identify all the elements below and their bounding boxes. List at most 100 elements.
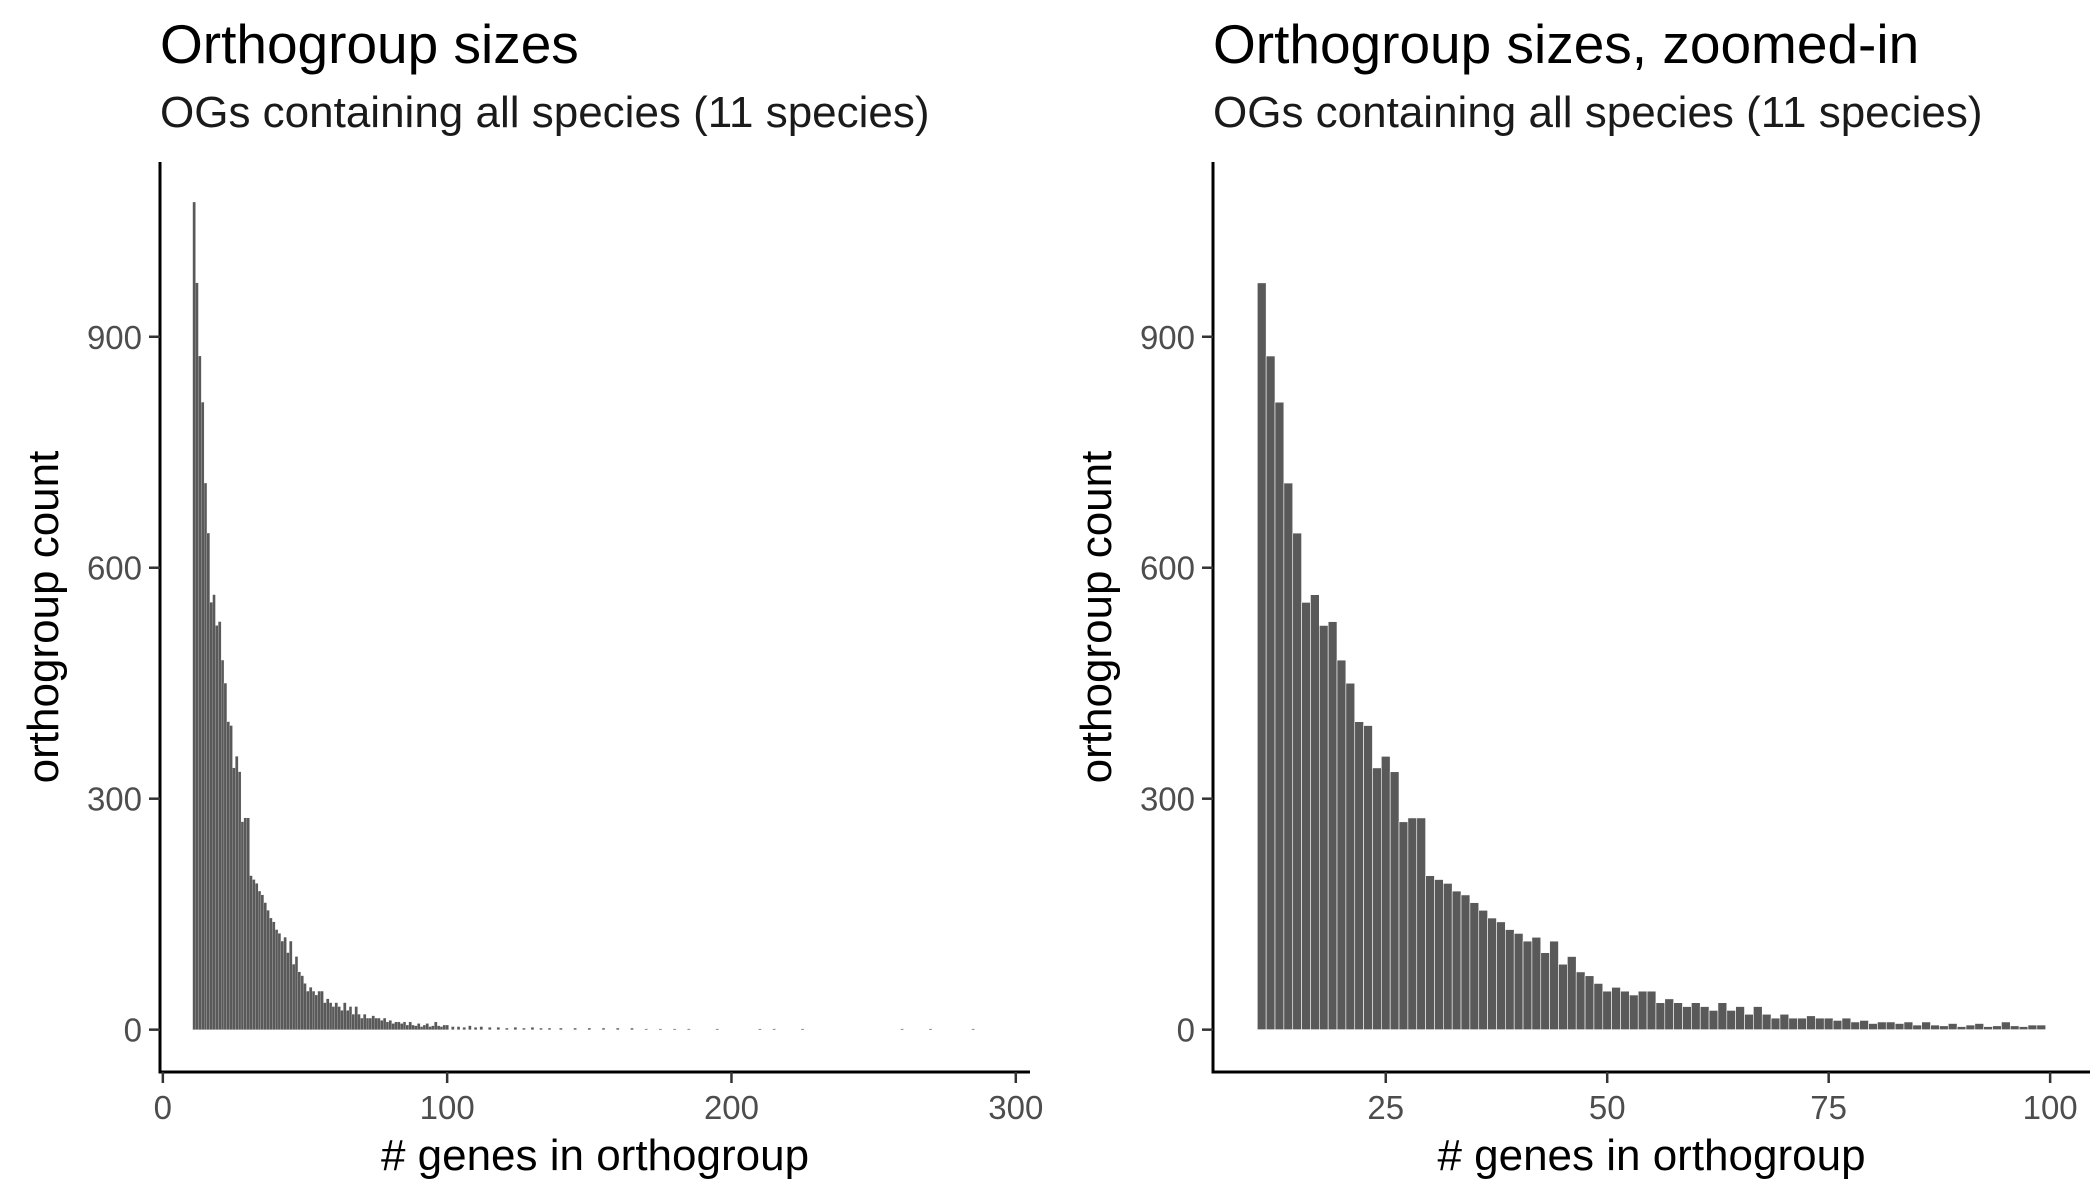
bar: [280, 941, 284, 1030]
bar: [309, 987, 313, 1030]
bar: [715, 1028, 719, 1030]
bar: [334, 1002, 338, 1030]
bar: [397, 1021, 401, 1030]
bar: [1487, 917, 1497, 1030]
y-axis-title: orthogroup count: [19, 451, 68, 784]
bar: [437, 1025, 441, 1030]
bar: [331, 1006, 335, 1030]
bar: [1965, 1024, 1976, 1030]
bar: [258, 891, 262, 1030]
bar: [1292, 532, 1302, 1030]
x-tick-label: 200: [704, 1089, 759, 1126]
x-tick-label: 50: [1589, 1089, 1626, 1126]
bar: [1513, 933, 1524, 1030]
bar: [1522, 940, 1533, 1030]
bar: [388, 1020, 392, 1030]
bar: [1770, 1017, 1781, 1030]
bar: [1567, 956, 1577, 1030]
bar: [505, 1028, 509, 1030]
bar: [1584, 975, 1595, 1030]
bar: [1505, 929, 1515, 1030]
chart-subtitle: OGs containing all species (11 species): [160, 88, 930, 137]
bar: [1691, 1002, 1701, 1030]
bar: [422, 1024, 426, 1030]
bar: [1939, 1025, 1949, 1030]
bar: [317, 991, 321, 1030]
bar: [277, 933, 281, 1030]
bar: [380, 1020, 384, 1030]
bar: [403, 1021, 407, 1030]
bar: [1265, 355, 1276, 1030]
bar: [1478, 910, 1488, 1030]
y-tick-label: 300: [1140, 781, 1195, 818]
bar: [391, 1023, 395, 1030]
bar: [223, 683, 227, 1030]
bar: [1646, 990, 1657, 1030]
bar: [377, 1018, 381, 1030]
bar: [249, 875, 253, 1030]
bar: [394, 1021, 398, 1030]
bar: [283, 937, 287, 1030]
bar: [548, 1028, 552, 1030]
bar: [928, 1028, 932, 1030]
bar: [1629, 994, 1639, 1030]
bar: [337, 1006, 341, 1030]
bar: [306, 991, 310, 1030]
bar: [420, 1026, 424, 1030]
bar: [573, 1028, 577, 1030]
bar: [371, 1015, 375, 1030]
chart-panel-left: Orthogroup sizes OGs containing all spec…: [19, 13, 1043, 1180]
bar: [1637, 990, 1648, 1030]
bars: [192, 201, 975, 1030]
bar: [354, 1006, 358, 1030]
bar: [294, 956, 298, 1030]
bar: [559, 1028, 563, 1030]
bar: [289, 941, 293, 1030]
bar: [1894, 1023, 1905, 1030]
bar: [411, 1024, 415, 1030]
bar: [203, 482, 207, 1030]
bar: [1806, 1015, 1816, 1030]
bar: [1460, 894, 1471, 1030]
bar: [252, 879, 256, 1030]
bar: [468, 1025, 472, 1030]
bar: [1611, 987, 1621, 1030]
bar: [1815, 1017, 1825, 1030]
bar: [1256, 282, 1267, 1030]
bar: [1274, 401, 1285, 1030]
bar: [1301, 602, 1311, 1030]
bar: [1673, 1002, 1683, 1030]
bar: [374, 1018, 378, 1030]
bar: [1859, 1020, 1869, 1030]
bar: [414, 1025, 418, 1030]
bar: [1469, 902, 1480, 1030]
bar: [1496, 921, 1506, 1030]
bar: [346, 1010, 350, 1030]
bar: [439, 1026, 443, 1030]
histogram-plot: 0 300 600 900 25 50 75 100 # genes in orthogroup…: [1072, 162, 2090, 1180]
bar: [1868, 1023, 1878, 1030]
bar: [314, 994, 318, 1030]
x-tick-label: 300: [988, 1089, 1043, 1126]
bar: [1354, 721, 1364, 1030]
bar: [1779, 1013, 1790, 1030]
y-tick-label: 900: [87, 319, 142, 356]
bar: [1283, 482, 1294, 1030]
bar: [329, 1002, 333, 1030]
bar: [1593, 983, 1604, 1030]
bar: [260, 894, 264, 1030]
bar: [1451, 890, 1462, 1030]
bar: [405, 1024, 409, 1030]
bar: [201, 402, 205, 1030]
x-axis-title: # genes in orthogroup: [381, 1131, 809, 1180]
bar: [1877, 1021, 1887, 1030]
bar: [206, 533, 210, 1030]
bar: [479, 1026, 483, 1030]
bar: [673, 1028, 677, 1030]
bar: [462, 1027, 466, 1030]
bar: [1726, 1010, 1736, 1030]
bar: [1903, 1021, 1914, 1030]
bar: [240, 821, 244, 1030]
bar: [616, 1028, 620, 1030]
bar: [1336, 659, 1347, 1030]
